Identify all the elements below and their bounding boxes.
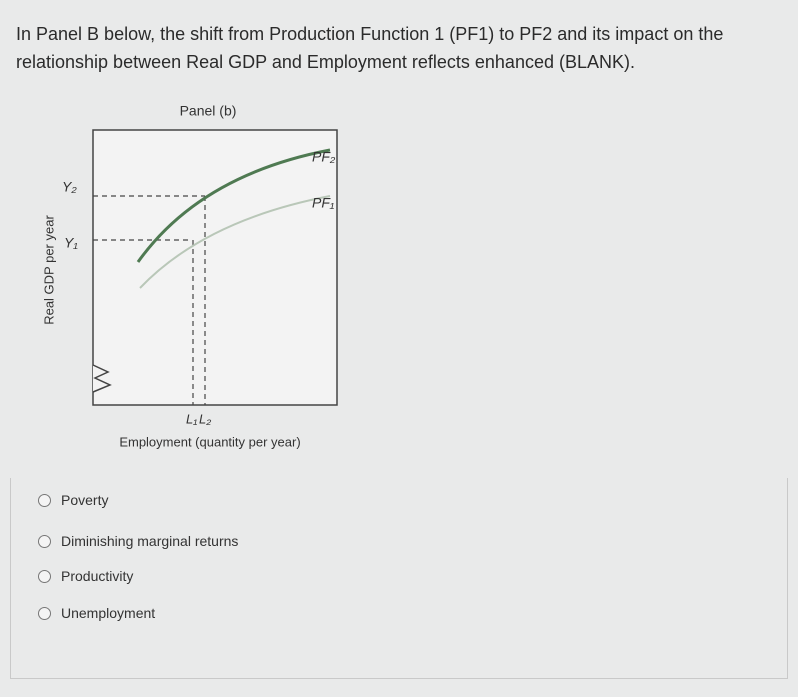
y-axis-label: Real GDP per year [41,215,56,325]
option-text: Unemployment [61,605,156,621]
plot-frame [92,129,338,406]
option-text: Poverty [61,492,109,508]
y-label: Y₁ [64,235,78,251]
curve-label: PF₂ [312,149,336,165]
option[interactable]: Unemployment [38,605,155,621]
option[interactable]: Diminishing marginal returns [38,533,238,549]
option[interactable]: Poverty [38,492,108,508]
y-label: Y₂ [62,179,77,195]
options-box [10,478,788,679]
axis-break [92,364,112,393]
x-label: L₂ [199,411,211,426]
option-text: Productivity [61,568,134,584]
x-axis-label: Employment (quantity per year) [119,434,300,449]
x-label: L₁ [186,411,197,426]
diagram: Panel (b) Real GDP per year Employment (… [41,103,338,449]
option[interactable]: Productivity [38,568,133,584]
panel-title: Panel (b) [180,103,237,119]
option-text: Diminishing marginal returns [61,533,239,549]
curve-label: PF₁ [312,195,335,211]
pf2-curve [136,148,331,263]
guide-lines [93,195,206,405]
question: In Panel B below, the shift from Product… [16,24,724,72]
pf1-curve [139,195,331,289]
